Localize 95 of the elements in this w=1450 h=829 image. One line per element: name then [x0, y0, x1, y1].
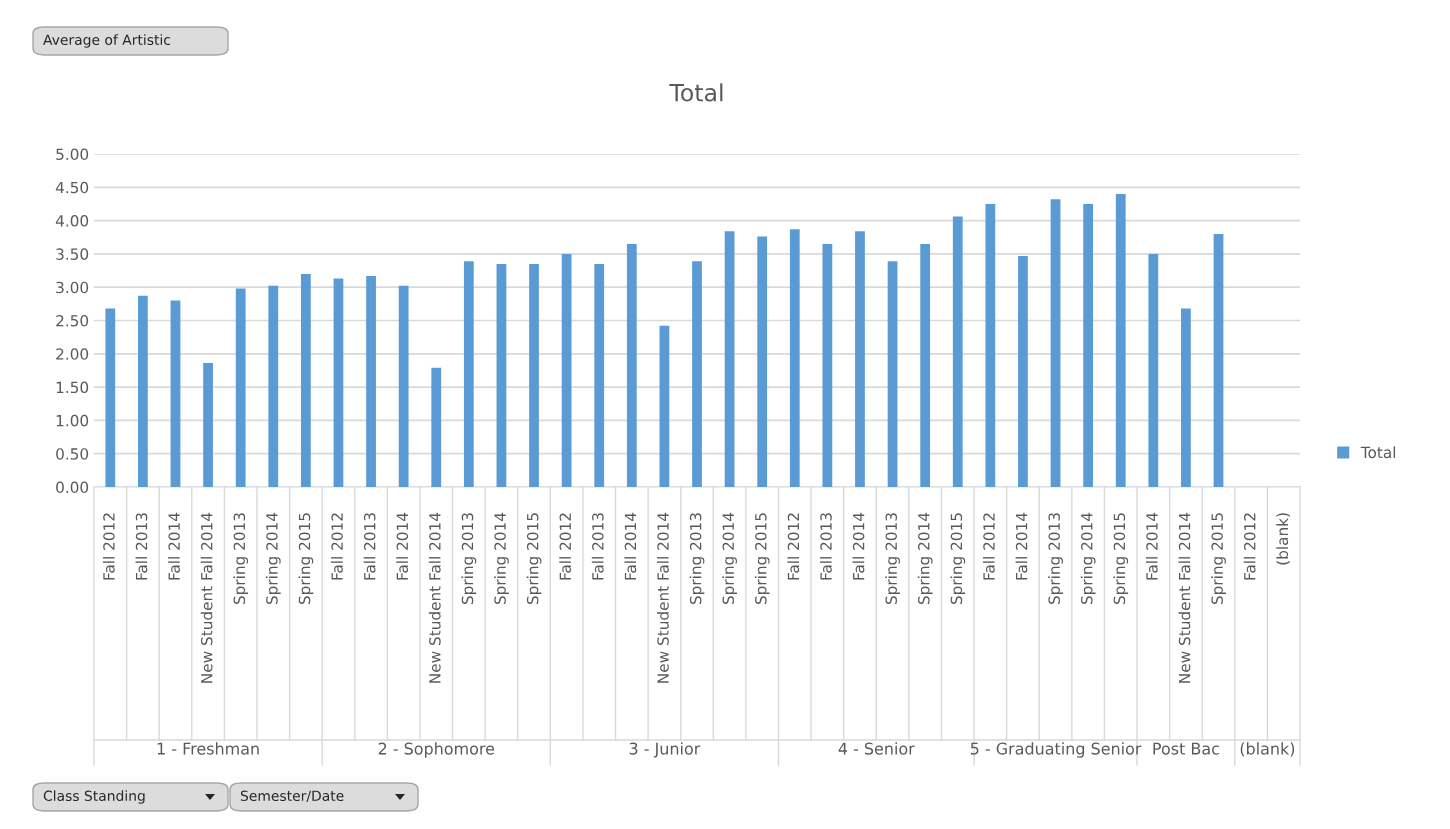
- bar: [855, 231, 865, 487]
- x-tick-label: Spring 2013: [233, 513, 249, 605]
- x-tick-label: Fall 2012: [982, 513, 995, 580]
- bar: [170, 300, 181, 487]
- bar: [463, 261, 474, 487]
- x-tick-label: Spring 2014: [917, 512, 933, 605]
- bar: [1181, 308, 1191, 487]
- x-tick-label: Spring 2013: [1048, 513, 1063, 605]
- x-tick-label: Spring 2015: [950, 513, 966, 605]
- chart-title: Total: [669, 83, 723, 102]
- x-tick-label: (blank): [1276, 513, 1290, 565]
- x-tick-label: New Student Fall 2014: [657, 512, 669, 683]
- x-tick-label: Fall 2014: [852, 512, 865, 580]
- bar: [887, 261, 898, 487]
- x-tick-label: Fall 2013: [363, 513, 376, 580]
- y-tick-label: 2.50: [56, 314, 89, 327]
- bar: [1115, 193, 1126, 487]
- bar: [724, 231, 735, 487]
- text: (blank): [1240, 742, 1295, 757]
- text: 1 - Freshman: [157, 742, 259, 755]
- bar: [235, 288, 246, 487]
- text: Semester/Date: [240, 790, 344, 803]
- x-tick-label: Spring 2014: [722, 512, 737, 605]
- x-tick-label: Spring 2015: [526, 513, 542, 605]
- x-tick-label: Spring 2015: [298, 513, 314, 605]
- x-tick-label: New Student Fall 2014: [1178, 512, 1191, 683]
- y-tick-label: 1.00: [56, 414, 89, 427]
- bar: [333, 278, 344, 487]
- text: Post Bac: [1153, 742, 1219, 755]
- text: 2 - Sophomore: [378, 742, 495, 758]
- bar: [105, 308, 116, 487]
- x-tick-label: Fall 2012: [102, 513, 115, 580]
- text: Average of Artistic: [43, 34, 171, 48]
- bar: [1213, 233, 1224, 487]
- y-tick-label: 0.50: [56, 448, 89, 460]
- x-tick-label: Fall 2013: [819, 513, 832, 580]
- bar: [1148, 253, 1159, 487]
- bar: [594, 263, 605, 487]
- bar: [398, 285, 409, 487]
- y-tick-label: 3.00: [56, 281, 89, 294]
- x-tick-label: Fall 2013: [135, 513, 148, 580]
- x-tick-label: Fall 2014: [1015, 512, 1028, 580]
- text: 4 - Senior: [838, 742, 915, 755]
- x-tick-label: Fall 2014: [168, 512, 180, 580]
- bar: [1018, 255, 1028, 487]
- bar: [659, 325, 670, 487]
- bar: [626, 243, 637, 487]
- bar: [952, 216, 963, 487]
- text: 3 - Junior: [629, 742, 701, 758]
- bar: [1050, 199, 1061, 487]
- x-tick-label: Fall 2014: [1145, 512, 1158, 580]
- bar: [692, 261, 702, 487]
- x-tick-label: Fall 2014: [396, 512, 409, 580]
- x-tick-label: Spring 2015: [1211, 513, 1226, 605]
- y-tick-label: 4.00: [55, 215, 89, 227]
- x-tick-label: Fall 2012: [1243, 513, 1256, 580]
- bar: [985, 203, 996, 487]
- x-tick-label: Fall 2012: [331, 513, 343, 580]
- bar: [138, 295, 148, 487]
- x-tick-label: Spring 2015: [1113, 513, 1129, 605]
- x-tick-label: Fall 2012: [559, 513, 572, 580]
- y-tick-label: 3.50: [56, 248, 89, 260]
- x-tick-label: Fall 2012: [787, 513, 800, 580]
- x-tick-label: Spring 2014: [1080, 512, 1096, 605]
- x-tick-label: Spring 2013: [885, 513, 900, 605]
- bar: [268, 285, 279, 487]
- x-tick-label: Fall 2014: [624, 512, 637, 580]
- x-tick-label: Spring 2014: [494, 512, 509, 605]
- bar: [561, 253, 572, 487]
- bar: [203, 363, 213, 487]
- x-tick-label: Spring 2013: [461, 513, 477, 605]
- bar: [431, 367, 442, 487]
- y-tick-label: 1.50: [56, 381, 89, 394]
- x-tick-label: New Student Fall 2014: [428, 512, 441, 683]
- text: Class Standing: [43, 790, 145, 804]
- bar: [1083, 203, 1094, 487]
- bar: [300, 273, 311, 487]
- bar: [822, 243, 833, 487]
- y-tick-label: 4.50: [55, 181, 89, 194]
- bar: [920, 243, 931, 487]
- x-tick-label: Spring 2013: [689, 513, 705, 605]
- legend-label: Total: [1360, 446, 1396, 459]
- y-tick-label: 2.00: [56, 348, 89, 360]
- bar: [529, 263, 539, 487]
- bar: [789, 229, 800, 487]
- y-tick-label: 5.00: [56, 148, 89, 161]
- bar: [757, 236, 768, 487]
- x-tick-label: Fall 2013: [591, 513, 604, 580]
- bar: [366, 275, 376, 487]
- y-tick-label: 0.00: [56, 481, 89, 494]
- x-tick-label: Spring 2014: [265, 512, 281, 605]
- x-tick-label: New Student Fall 2014: [200, 512, 213, 683]
- x-tick-label: Spring 2015: [754, 513, 770, 605]
- bar: [496, 263, 507, 487]
- text: 5 - Graduating Senior: [970, 742, 1142, 758]
